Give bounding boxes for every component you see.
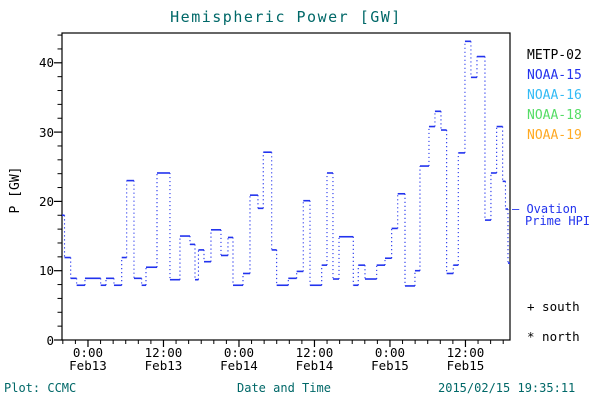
x-tick-time: 12:00: [446, 345, 485, 360]
chart-title: Hemispheric Power [GW]: [170, 8, 402, 26]
x-tick-date: Feb13: [144, 357, 183, 373]
x-tick-label-Feb15-0:00: 0:00 Feb15: [358, 345, 422, 373]
y-tick-label-10: 10: [38, 263, 54, 279]
x-tick-time: 0:00: [374, 345, 405, 360]
north-marker-label: * north: [527, 329, 580, 344]
x-tick-date: Feb15: [446, 357, 485, 373]
ovation-annotation: — Ovation Prime HPI: [512, 202, 591, 228]
satellite-legend: METP-02 NOAA-15 NOAA-16 NOAA-18 NOAA-19: [527, 46, 582, 146]
plot-border: [61, 32, 511, 341]
y-tick-label-40: 40: [38, 55, 54, 71]
x-tick-label-Feb13-0:00: 0:00 Feb13: [56, 345, 120, 373]
x-axis-title: Date and Time: [237, 381, 331, 395]
x-tick-time: 12:00: [295, 345, 334, 360]
legend-item-noaa-16: NOAA-16: [527, 88, 582, 103]
ovation-annotation-line2: Prime HPI: [525, 213, 591, 228]
plot-credit: Plot: CCMC: [4, 381, 77, 395]
x-tick-label-Feb14-0:00: 0:00 Feb14: [207, 345, 271, 373]
x-tick-time: 0:00: [72, 345, 104, 360]
south-marker-label: + south: [527, 299, 580, 314]
y-tick-label-20: 20: [38, 193, 54, 209]
legend-item-noaa-15: NOAA-15: [527, 68, 582, 83]
x-tick-time: 0:00: [223, 345, 255, 360]
x-tick-date: Feb15: [371, 357, 409, 373]
x-tick-date: Feb14: [220, 357, 258, 373]
legend-item-noaa-18: NOAA-18: [527, 108, 582, 123]
legend-item-noaa-19: NOAA-19: [527, 128, 582, 143]
x-tick-label-Feb15-12:00: 12:00 Feb15: [433, 345, 497, 373]
x-tick-label-Feb13-12:00: 12:00 Feb13: [131, 345, 195, 373]
y-tick-label-30: 30: [38, 124, 54, 140]
x-tick-date: Feb14: [295, 357, 334, 373]
legend-item-metp-02: METP-02: [527, 48, 582, 63]
timestamp: 2015/02/15 19:35:11: [438, 381, 576, 395]
x-tick-time: 12:00: [144, 345, 183, 360]
y-tick-label-0: 0: [46, 332, 54, 348]
x-tick-label-Feb14-12:00: 12:00 Feb14: [282, 345, 346, 373]
x-tick-date: Feb13: [69, 357, 107, 373]
ovation-annotation-line1: — Ovation: [512, 202, 578, 216]
